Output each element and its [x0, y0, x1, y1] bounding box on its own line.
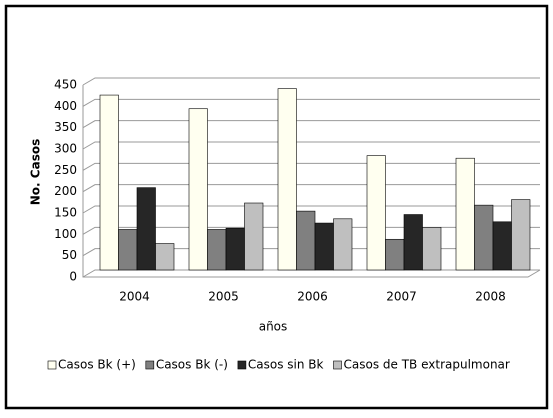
- grid-line: [82, 141, 540, 150]
- y-tick-label: 200: [54, 184, 77, 198]
- y-tick-label: 150: [54, 206, 77, 220]
- bar: [385, 238, 405, 271]
- y-tick-label: 50: [62, 248, 77, 262]
- grid-line: [82, 184, 540, 193]
- grid-line: [82, 98, 540, 107]
- bar: [474, 204, 494, 271]
- bar: [244, 202, 264, 271]
- x-tick-label: 2008: [475, 290, 506, 304]
- bar: [99, 94, 119, 271]
- y-tick-label: 100: [54, 227, 77, 241]
- bar: [492, 221, 512, 271]
- y-tick-label: 250: [54, 163, 77, 177]
- bar: [155, 243, 175, 271]
- legend-swatch: [47, 360, 57, 370]
- bar: [422, 227, 442, 271]
- y-tick-label: 300: [54, 142, 77, 156]
- legend-label: Casos Bk (-): [156, 358, 228, 372]
- bar: [277, 88, 297, 271]
- bar: [403, 214, 423, 271]
- legend-label: Casos Bk (+): [58, 358, 136, 372]
- bar: [511, 199, 531, 271]
- grid-line: [82, 226, 540, 235]
- grid-line: [82, 205, 540, 214]
- axis-line: [82, 85, 541, 278]
- bar: [118, 229, 138, 271]
- y-axis-title: No. Casos: [29, 139, 43, 205]
- bar: [314, 222, 334, 271]
- x-tick-label: 2005: [208, 290, 239, 304]
- grid-line: [82, 162, 540, 171]
- bar: [136, 187, 156, 271]
- bar: [296, 210, 316, 271]
- bar: [455, 157, 475, 271]
- legend-swatch: [237, 360, 247, 370]
- y-tick-label: 350: [54, 120, 77, 134]
- x-tick-label: 2004: [119, 290, 150, 304]
- bar: [366, 155, 386, 271]
- bar: [207, 229, 227, 271]
- legend-swatch: [145, 360, 155, 370]
- bar: [188, 108, 208, 271]
- y-tick-label: 0: [69, 270, 77, 284]
- x-tick-label: 2006: [297, 290, 328, 304]
- grid-line: [82, 77, 540, 86]
- legend-label: Casos de TB extrapulmonar: [344, 358, 510, 372]
- x-tick-label: 2007: [386, 290, 417, 304]
- legend-swatch: [333, 360, 342, 370]
- legend-label: Casos sin Bk: [248, 358, 324, 372]
- grid-line: [82, 120, 540, 129]
- bar: [333, 218, 353, 271]
- y-tick-label: 450: [54, 78, 77, 92]
- y-tick-label: 400: [54, 99, 77, 113]
- x-axis-title: años: [259, 320, 288, 334]
- bar: [225, 227, 245, 271]
